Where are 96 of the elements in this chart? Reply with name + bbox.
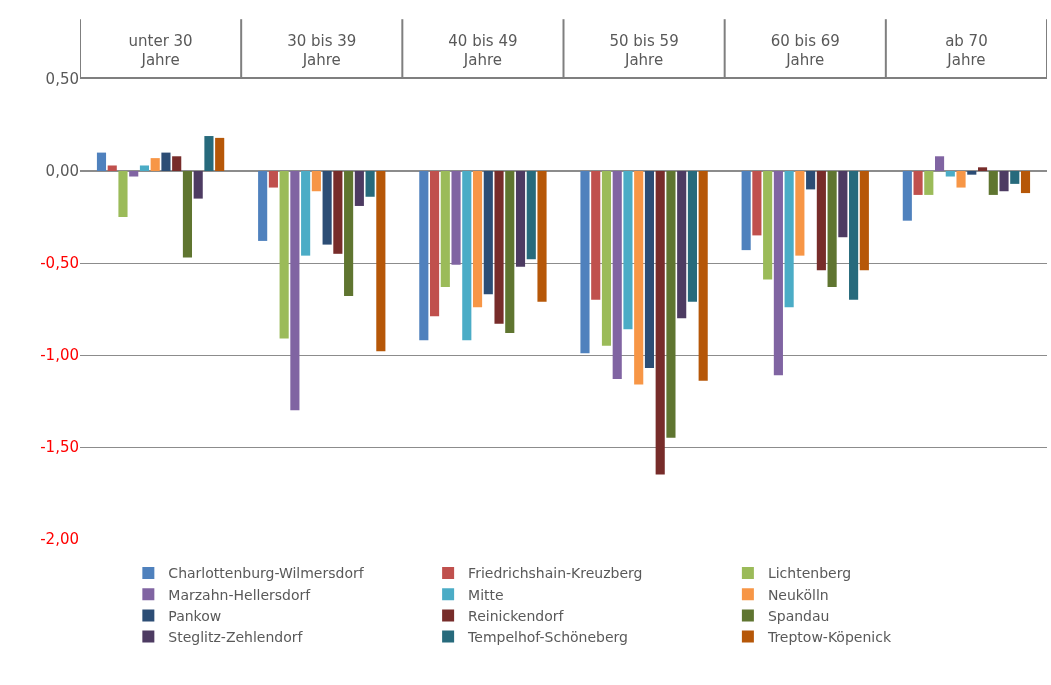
bar	[172, 156, 182, 171]
bar	[612, 171, 622, 379]
bar	[365, 171, 375, 197]
bar	[472, 171, 483, 308]
y-tick-label: -2,00	[40, 530, 79, 549]
y-tick-label: -1,50	[40, 438, 79, 457]
bar	[634, 171, 644, 385]
bar	[967, 171, 977, 175]
legend-label: Lichtenberg	[767, 565, 852, 582]
legend-label: Pankow	[168, 607, 222, 624]
bar	[623, 171, 633, 330]
legend-label: Friedrichshain-Kreuzberg	[468, 565, 643, 582]
bar	[526, 171, 536, 260]
bar	[483, 171, 493, 295]
bar	[849, 171, 859, 300]
bar	[279, 171, 289, 339]
bar	[1010, 171, 1020, 184]
bar	[859, 171, 869, 271]
legend-label: Reinickendorf	[468, 607, 565, 624]
y-tick-label: 0,00	[45, 162, 79, 181]
legend-label: Charlottenburg-Wilmersdorf	[168, 565, 365, 582]
y-tick-label: -1,00	[40, 346, 79, 365]
bar	[999, 171, 1009, 192]
bar	[129, 171, 139, 177]
x-tick-label: 40 bis 49 Jahre	[448, 31, 518, 69]
bar	[913, 171, 923, 195]
bar	[107, 165, 117, 171]
legend-label: Marzahn-Hellersdorf	[168, 586, 312, 603]
bar	[322, 171, 332, 245]
bar	[215, 137, 225, 171]
bar	[677, 171, 687, 319]
bar	[494, 171, 504, 324]
bar	[537, 171, 547, 302]
bar	[258, 171, 268, 241]
legend-label: Steglitz-Zehlendorf	[168, 629, 304, 646]
x-tick-label: 60 bis 69 Jahre	[770, 31, 840, 69]
bar	[430, 171, 440, 317]
bar	[924, 171, 934, 195]
bar	[301, 171, 311, 256]
bar	[344, 171, 354, 297]
bar	[956, 171, 966, 188]
bar	[666, 171, 676, 438]
bar	[139, 165, 150, 171]
legend-label: Spandau	[767, 607, 830, 624]
bar	[763, 171, 773, 280]
bar	[505, 171, 515, 333]
bar	[601, 171, 612, 346]
bar	[773, 171, 783, 376]
bar	[988, 171, 998, 195]
bar	[902, 171, 912, 221]
bar	[687, 171, 697, 302]
bar	[741, 171, 751, 251]
x-tick-label: ab 70 Jahre	[945, 31, 988, 69]
bar	[655, 171, 665, 475]
bar	[827, 171, 837, 287]
legend-label: Treptow-Köpenick	[766, 629, 892, 646]
bar	[462, 171, 472, 341]
bar	[752, 171, 762, 236]
bar	[934, 156, 945, 171]
bar	[193, 171, 203, 199]
bar	[591, 171, 601, 300]
bar	[311, 171, 321, 192]
x-tick-label: 50 bis 59 Jahre	[609, 31, 679, 69]
y-tick-label: -0,50	[40, 254, 79, 273]
bar	[333, 171, 343, 254]
y-tick-label: 0,50	[45, 70, 79, 89]
bar	[795, 171, 805, 256]
bar	[204, 136, 214, 171]
legend-label: Tempelhof-Schöneberg	[467, 629, 628, 646]
bar	[945, 171, 955, 177]
bar	[451, 171, 461, 265]
bar	[806, 171, 816, 190]
bar	[580, 171, 590, 354]
bar	[784, 171, 794, 308]
bar	[440, 171, 450, 287]
legend-label: Mitte	[468, 586, 504, 603]
bar	[161, 152, 171, 171]
bar	[150, 158, 160, 171]
bar	[268, 171, 278, 188]
legend-label: Neukölln	[767, 586, 829, 603]
x-tick-label: unter 30 Jahre	[128, 31, 193, 69]
bar	[290, 171, 300, 411]
bar	[182, 171, 193, 258]
bar	[977, 167, 988, 171]
bar	[816, 171, 826, 271]
x-tick-label: 30 bis 39 Jahre	[287, 31, 357, 69]
bar	[96, 152, 107, 171]
bar	[376, 171, 386, 352]
bar	[515, 171, 526, 267]
bar	[698, 171, 708, 381]
bar	[644, 171, 655, 368]
bar	[419, 171, 429, 341]
bar	[118, 171, 128, 217]
bar	[838, 171, 848, 238]
bar	[354, 171, 364, 206]
bar	[1020, 171, 1031, 194]
